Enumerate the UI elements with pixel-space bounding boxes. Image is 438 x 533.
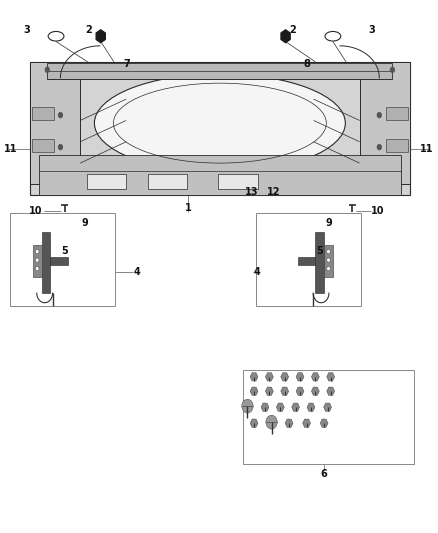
Text: 3: 3 [368, 25, 374, 35]
Bar [47, 63, 392, 79]
Text: 5: 5 [316, 246, 323, 255]
Text: 10: 10 [29, 206, 43, 215]
Bar [32, 139, 54, 152]
Circle shape [45, 67, 50, 73]
Circle shape [377, 144, 382, 150]
Text: 5: 5 [61, 246, 68, 255]
Bar [386, 139, 408, 152]
Circle shape [242, 399, 253, 413]
Circle shape [327, 266, 330, 271]
Bar [30, 62, 410, 195]
Bar [87, 174, 126, 189]
Circle shape [266, 415, 277, 429]
Text: 9: 9 [81, 218, 88, 228]
Bar [243, 370, 414, 464]
Bar [386, 107, 408, 120]
Text: 6: 6 [321, 470, 328, 479]
Text: 9: 9 [325, 218, 332, 228]
Circle shape [58, 144, 63, 150]
Bar [32, 107, 54, 120]
Text: 2: 2 [289, 25, 296, 35]
Circle shape [390, 67, 395, 73]
Bar [218, 174, 258, 189]
Bar [343, 219, 351, 226]
Bar [256, 213, 361, 306]
Text: 11: 11 [420, 144, 434, 154]
Text: 3: 3 [23, 25, 30, 35]
Bar [30, 62, 80, 184]
Text: 2: 2 [85, 25, 92, 35]
Text: 13: 13 [245, 187, 258, 197]
Bar [42, 232, 50, 293]
Circle shape [327, 249, 330, 254]
Text: 7: 7 [124, 59, 131, 69]
Bar [67, 219, 74, 226]
Bar [50, 257, 68, 265]
Bar [39, 155, 401, 195]
Bar [298, 257, 315, 265]
Circle shape [35, 249, 39, 254]
Text: 4: 4 [254, 267, 261, 277]
Text: 4: 4 [134, 267, 140, 277]
Text: 8: 8 [303, 59, 310, 69]
Bar [148, 174, 187, 189]
Circle shape [377, 112, 382, 118]
Bar [360, 62, 410, 184]
Circle shape [35, 266, 39, 271]
Text: 12: 12 [267, 187, 280, 197]
Bar [33, 245, 42, 277]
Text: 10: 10 [371, 206, 385, 215]
Circle shape [327, 258, 330, 262]
Bar [324, 245, 333, 277]
Bar [315, 232, 324, 293]
Ellipse shape [95, 74, 345, 173]
Text: 1: 1 [185, 203, 192, 213]
Text: 11: 11 [4, 144, 18, 154]
Circle shape [58, 112, 63, 118]
Circle shape [35, 258, 39, 262]
Bar [10, 213, 115, 306]
